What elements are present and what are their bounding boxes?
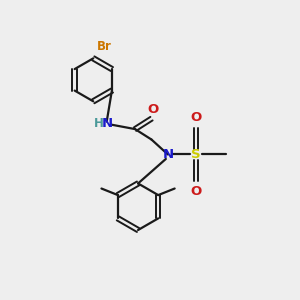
Text: N: N bbox=[102, 117, 113, 130]
Text: N: N bbox=[162, 148, 173, 161]
Text: O: O bbox=[191, 111, 202, 124]
Text: Br: Br bbox=[97, 40, 112, 53]
Text: O: O bbox=[191, 185, 202, 198]
Text: S: S bbox=[191, 148, 201, 161]
Text: O: O bbox=[147, 103, 159, 116]
Text: H: H bbox=[93, 117, 103, 130]
